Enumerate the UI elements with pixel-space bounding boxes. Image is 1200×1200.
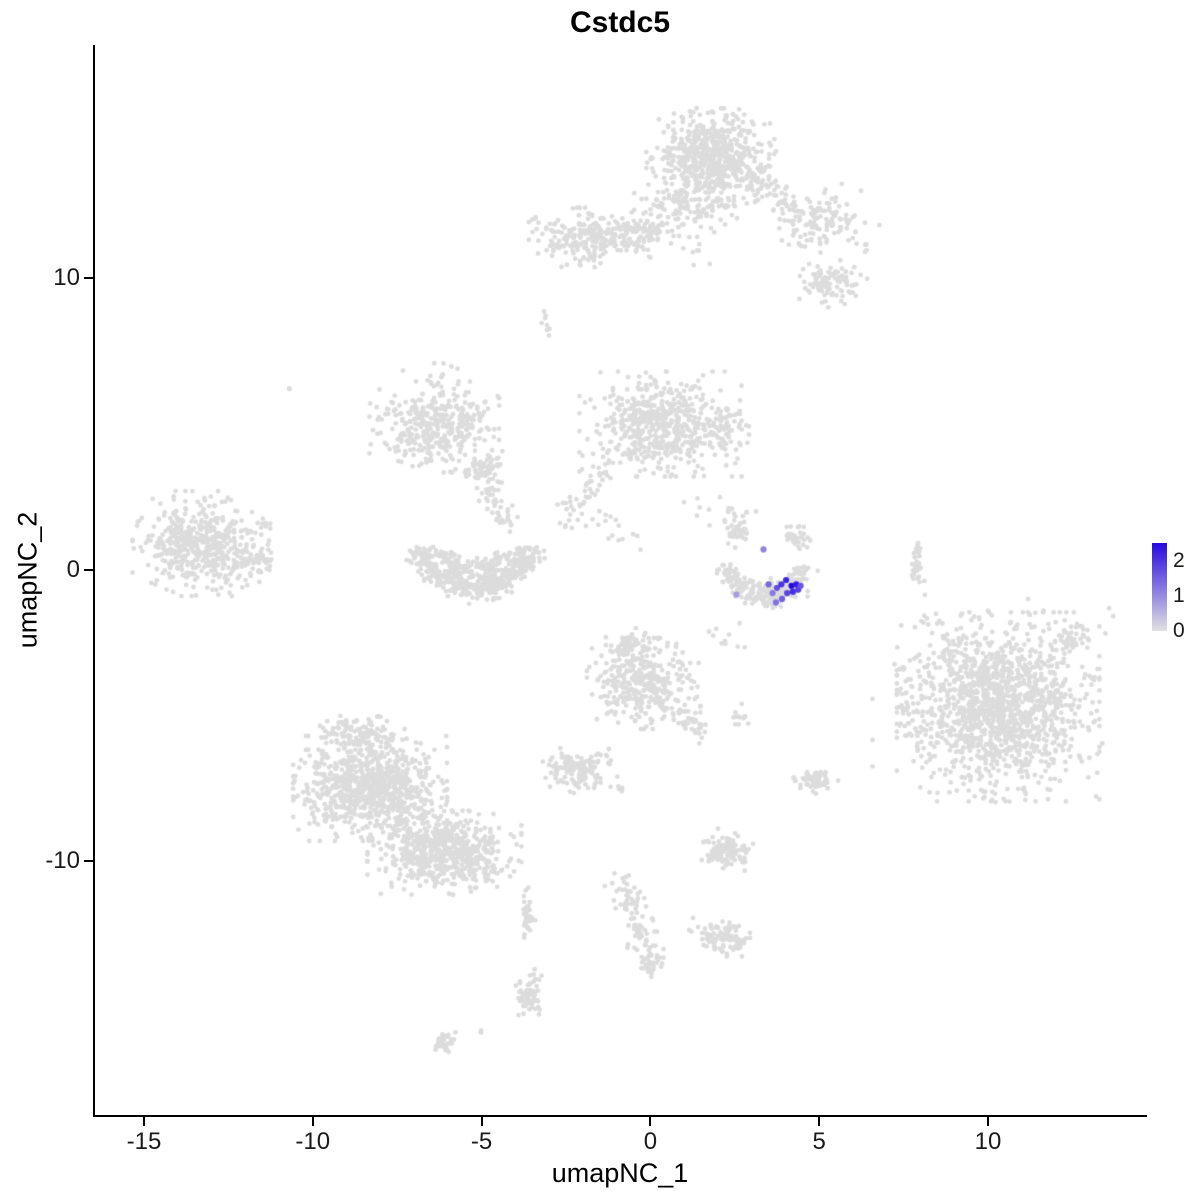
scatter-canvas [95, 45, 1145, 1115]
y-tick-label: 0 [66, 555, 80, 583]
x-tick-label: 10 [974, 1128, 1002, 1155]
x-tick-mark [987, 1117, 989, 1126]
x-tick-label: -5 [470, 1128, 493, 1155]
plot-title: Cstdc5 [569, 6, 671, 39]
x-tick-mark [818, 1117, 821, 1126]
legend-tick-label: 2 [1173, 548, 1185, 572]
y-tick-mark [84, 568, 93, 571]
x-axis-line [93, 1115, 1147, 1117]
legend-tick-label: 0 [1173, 619, 1185, 642]
y-axis-line [93, 45, 95, 1117]
x-tick-mark [480, 1117, 483, 1126]
y-tick-label: -10 [45, 847, 80, 875]
legend-gradient-bar [1152, 543, 1167, 631]
y-tick-mark [84, 277, 93, 280]
x-axis-label: umapNC_1 [551, 1158, 689, 1188]
x-tick-label: 0 [643, 1128, 658, 1155]
x-tick-mark [649, 1117, 652, 1126]
y-tick-label: 10 [53, 264, 80, 292]
y-tick-mark [84, 860, 93, 863]
legend-tick-label: 1 [1173, 583, 1185, 607]
x-tick-mark [311, 1117, 314, 1126]
x-tick-label: -15 [126, 1128, 162, 1155]
x-tick-label: -10 [295, 1128, 331, 1155]
x-tick-mark [142, 1117, 145, 1126]
x-tick-label: 5 [812, 1128, 826, 1155]
